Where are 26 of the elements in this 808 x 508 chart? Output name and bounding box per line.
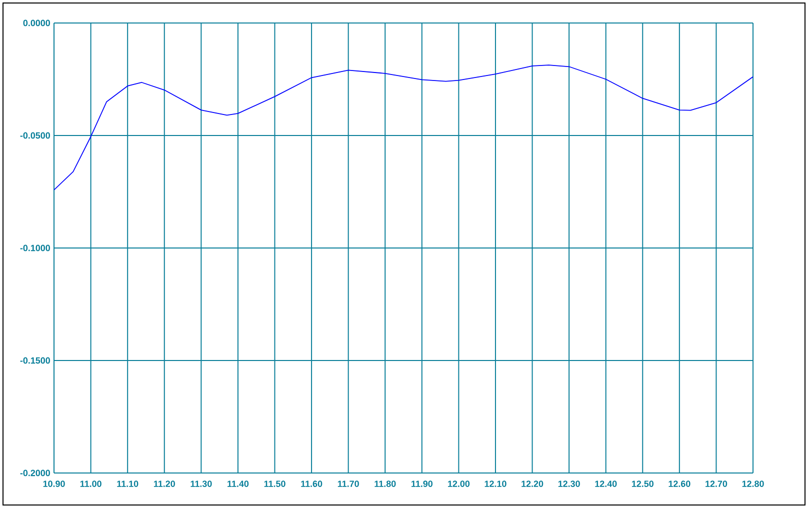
x-tick-label: 12.80: [742, 480, 764, 487]
y-tick-label: -0.1500: [20, 357, 50, 364]
x-tick-label: 11.20: [154, 480, 175, 487]
x-tick-label: 12.00: [448, 480, 470, 487]
x-tick-label: 11.50: [264, 480, 286, 487]
y-tick-label: -0.1000: [20, 244, 50, 252]
x-tick-label: 11.60: [301, 480, 322, 487]
x-tick-label: 12.60: [668, 480, 690, 487]
x-tick-label: 12.30: [558, 480, 580, 487]
x-tick-label: 11.70: [338, 480, 359, 487]
x-tick-label: 11.10: [117, 480, 138, 487]
x-tick-label: 11.80: [374, 480, 396, 487]
x-tick-label: 12.50: [632, 480, 654, 487]
x-tick-label: 11.40: [228, 480, 249, 487]
x-tick-label: 12.40: [595, 480, 617, 487]
line-series: [54, 64, 754, 190]
x-tick-label: 10.90: [43, 480, 65, 487]
x-tick-label: 11.00: [80, 480, 102, 487]
x-tick-label: 12.20: [522, 480, 544, 487]
x-tick-label: 12.10: [484, 480, 506, 487]
y-tick-label: 0.0000: [23, 20, 50, 26]
y-tick-label: -0.0500: [20, 132, 50, 139]
x-tick-label: 11.30: [190, 480, 212, 487]
x-tick-label: 11.90: [411, 480, 433, 487]
x-tick-label: 12.70: [706, 480, 728, 487]
y-tick-label: -0.2000: [20, 470, 50, 476]
